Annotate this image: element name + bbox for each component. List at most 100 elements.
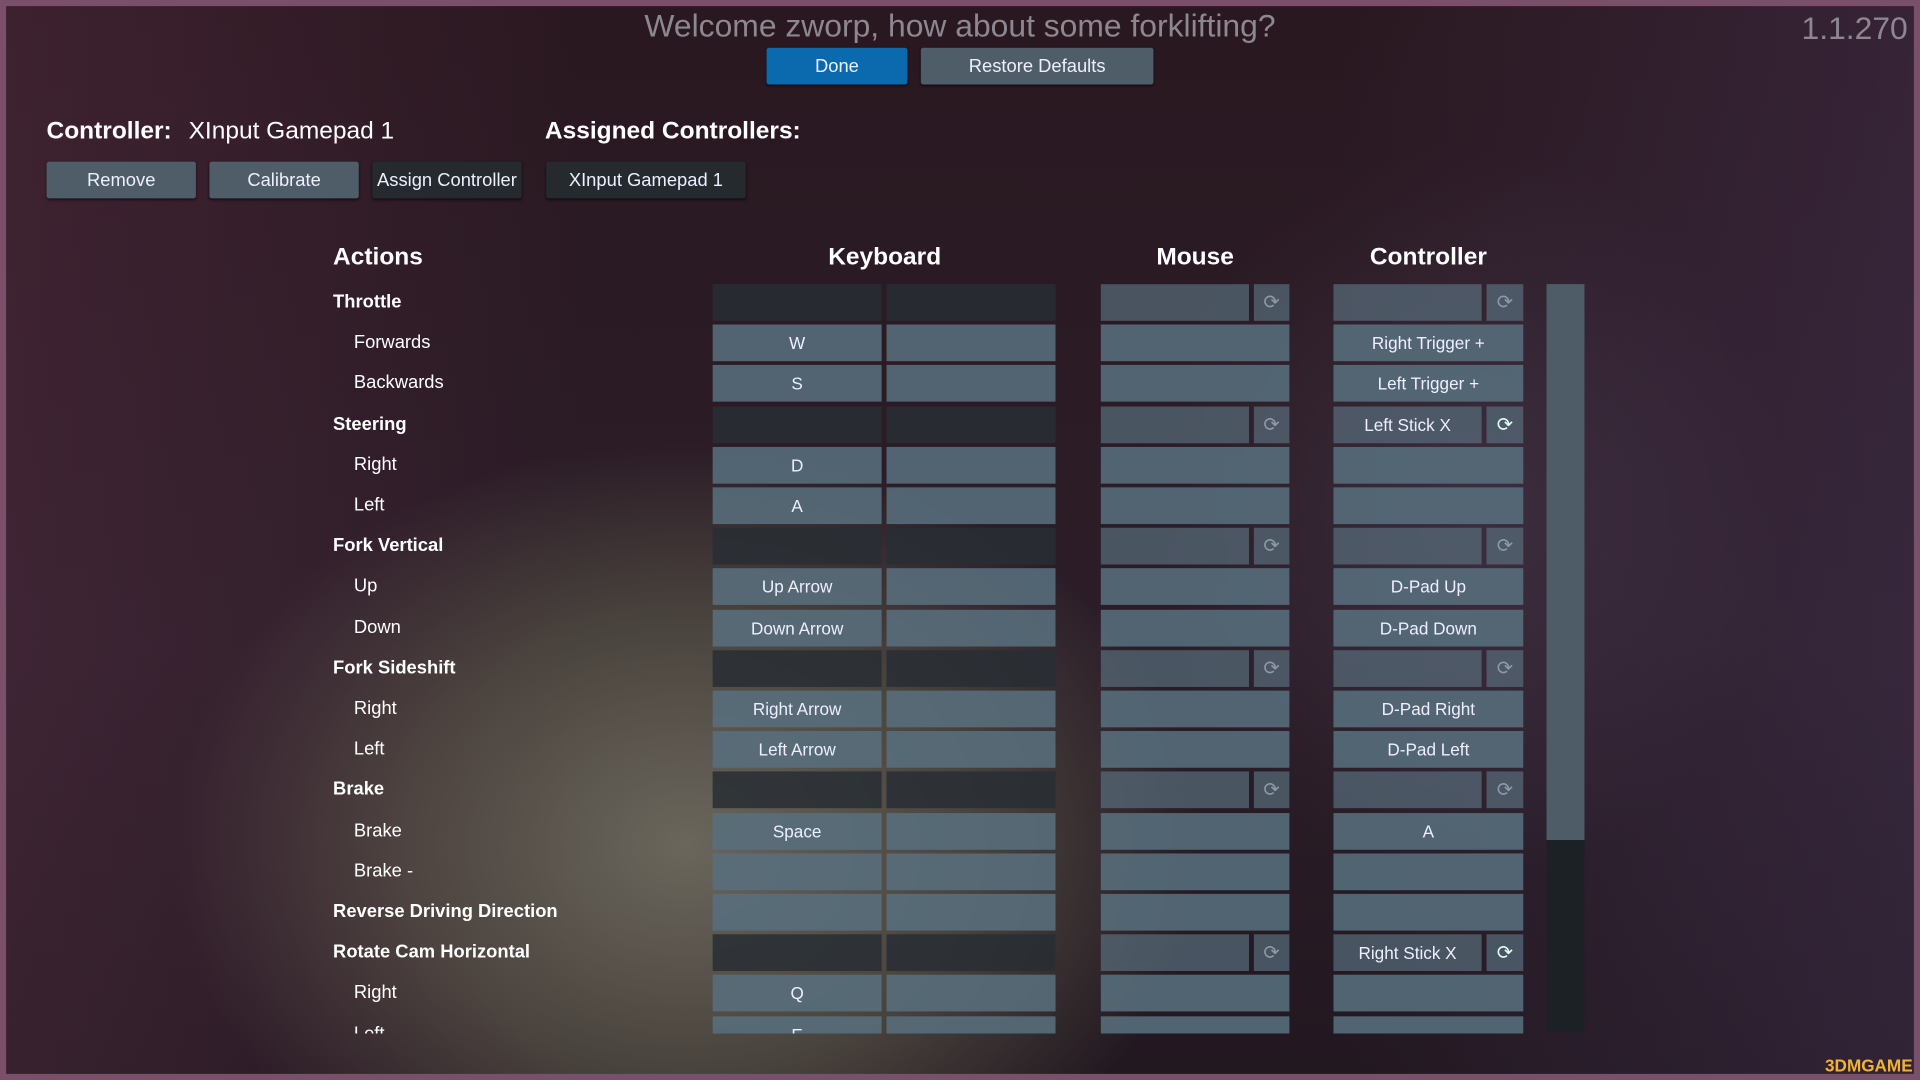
keyboard-primary-binding[interactable] [712,284,882,321]
controller-binding[interactable]: Right Trigger + [1333,324,1524,362]
keyboard-secondary-binding[interactable] [886,731,1056,768]
mouse-binding[interactable] [1100,527,1249,565]
mouse-binding[interactable] [1100,690,1290,728]
controller-binding[interactable]: Left Stick X [1333,406,1482,443]
scrollbar[interactable] [1546,284,1585,1033]
controller-binding[interactable] [1333,1015,1524,1034]
keyboard-primary-binding[interactable]: Right Arrow [712,690,882,728]
mouse-binding[interactable] [1100,893,1290,931]
keyboard-primary-binding[interactable]: W [712,324,882,362]
mouse-binding[interactable] [1100,731,1290,768]
keyboard-primary-binding[interactable] [712,853,882,890]
keyboard-secondary-binding[interactable] [886,853,1056,890]
refresh-icon[interactable]: ⟳ [1253,649,1290,687]
keyboard-primary-binding[interactable]: A [712,487,882,525]
controller-binding[interactable]: Right Stick X [1333,934,1482,972]
controller-binding[interactable] [1333,975,1524,1012]
keyboard-primary-binding[interactable]: Q [712,975,882,1012]
controller-binding[interactable] [1333,893,1524,931]
keyboard-secondary-binding[interactable] [886,284,1056,321]
keyboard-secondary-binding[interactable] [886,487,1056,525]
keyboard-secondary-binding[interactable] [886,649,1056,687]
remove-button[interactable]: Remove [46,161,196,199]
refresh-icon[interactable]: ⟳ [1486,934,1524,972]
controller-binding[interactable]: D-Pad Left [1333,731,1524,768]
keyboard-secondary-binding[interactable] [886,975,1056,1012]
assign-controller-button[interactable]: Assign Controller [372,161,522,199]
refresh-icon[interactable]: ⟳ [1253,934,1290,972]
refresh-icon[interactable]: ⟳ [1486,284,1524,321]
keyboard-secondary-binding[interactable] [886,324,1056,362]
controller-binding[interactable]: Left Trigger + [1333,365,1524,403]
keyboard-secondary-binding[interactable] [886,690,1056,728]
controller-binding[interactable] [1333,853,1524,890]
mouse-binding[interactable] [1100,406,1249,443]
mouse-binding[interactable] [1100,1015,1290,1034]
keyboard-secondary-binding[interactable] [886,406,1056,443]
refresh-icon[interactable]: ⟳ [1253,771,1290,809]
keyboard-primary-binding[interactable]: Left Arrow [712,731,882,768]
mouse-binding[interactable] [1100,446,1290,484]
controller-binding[interactable]: D-Pad Right [1333,690,1524,728]
controller-binding[interactable]: D-Pad Down [1333,609,1524,647]
mouse-binding[interactable] [1100,324,1290,362]
keyboard-secondary-binding[interactable] [886,1015,1056,1034]
controller-binding[interactable] [1333,284,1482,321]
restore-defaults-button[interactable]: Restore Defaults [920,47,1154,85]
mouse-binding[interactable] [1100,609,1290,647]
keyboard-secondary-binding[interactable] [886,771,1056,809]
keyboard-secondary-binding[interactable] [886,568,1056,606]
mouse-binding[interactable] [1100,934,1249,972]
controller-binding[interactable]: D-Pad Up [1333,568,1524,606]
keyboard-primary-binding[interactable]: S [712,365,882,403]
controller-binding[interactable] [1333,649,1482,687]
keyboard-primary-binding[interactable]: Space [712,812,882,850]
keyboard-secondary-binding[interactable] [886,527,1056,565]
refresh-icon[interactable]: ⟳ [1253,527,1290,565]
controller-binding[interactable]: A [1333,812,1524,850]
keyboard-primary-binding[interactable]: Down Arrow [712,609,882,647]
mouse-binding[interactable] [1100,812,1290,850]
mouse-binding[interactable] [1100,487,1290,525]
keyboard-primary-binding[interactable]: D [712,446,882,484]
refresh-icon[interactable]: ⟳ [1253,284,1290,321]
refresh-icon[interactable]: ⟳ [1486,771,1524,809]
refresh-icon[interactable]: ⟳ [1486,649,1524,687]
keyboard-primary-binding[interactable] [712,406,882,443]
watermark-logo: 3DMGAME [1825,1055,1913,1076]
mouse-binding[interactable] [1100,975,1290,1012]
controller-binding[interactable] [1333,771,1482,809]
bindings-list: Throttle ⟳ ⟳ Forwards W Right Trigger + Backwa… [0,284,1920,1034]
mouse-binding[interactable] [1100,853,1290,890]
keyboard-secondary-binding[interactable] [886,934,1056,972]
keyboard-secondary-binding[interactable] [886,446,1056,484]
mouse-binding[interactable] [1100,365,1290,403]
keyboard-secondary-binding[interactable] [886,812,1056,850]
keyboard-primary-binding[interactable]: E [712,1015,882,1034]
mouse-binding[interactable] [1100,771,1249,809]
refresh-icon[interactable]: ⟳ [1253,406,1290,443]
mouse-binding[interactable] [1100,284,1249,321]
keyboard-secondary-binding[interactable] [886,365,1056,403]
action-label: Fork Vertical [333,535,444,557]
scrollbar-thumb[interactable] [1546,284,1585,841]
refresh-icon[interactable]: ⟳ [1486,406,1524,443]
refresh-icon[interactable]: ⟳ [1486,527,1524,565]
keyboard-primary-binding[interactable] [712,527,882,565]
controller-binding[interactable] [1333,446,1524,484]
calibrate-button[interactable]: Calibrate [209,161,359,199]
keyboard-secondary-binding[interactable] [886,609,1056,647]
keyboard-secondary-binding[interactable] [886,893,1056,931]
keyboard-primary-binding[interactable]: Up Arrow [712,568,882,606]
done-button[interactable]: Done [766,47,908,85]
controller-binding[interactable] [1333,527,1482,565]
assigned-controller-item[interactable]: XInput Gamepad 1 [546,161,746,199]
controller-binding[interactable] [1333,487,1524,525]
keyboard-primary-binding[interactable] [712,649,882,687]
mouse-binding[interactable] [1100,649,1249,687]
mouse-binding[interactable] [1100,568,1290,606]
binding-row: Reverse Driving Direction [0,893,1920,931]
keyboard-primary-binding[interactable] [712,934,882,972]
keyboard-primary-binding[interactable] [712,771,882,809]
keyboard-primary-binding[interactable] [712,893,882,931]
